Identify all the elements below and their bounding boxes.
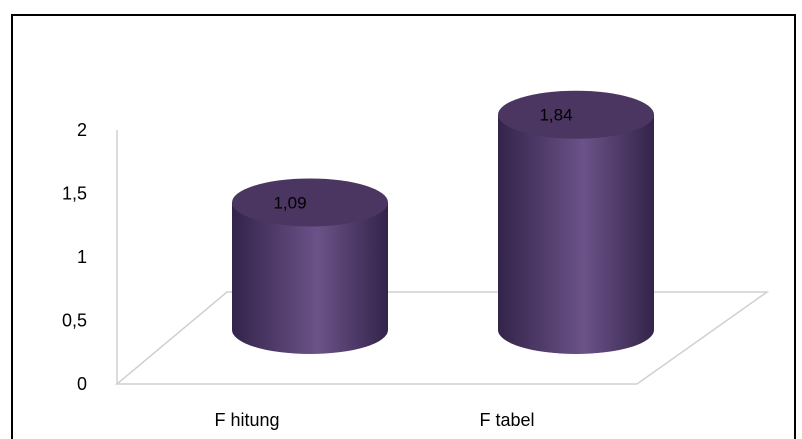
bar-cylinder: 1,84 — [498, 90, 654, 354]
chart-frame — [11, 14, 796, 439]
y-tick-label: 1,5 — [62, 184, 87, 204]
y-tick-label: 1 — [77, 247, 87, 267]
x-category-label: F hitung — [214, 410, 279, 430]
x-category-label: F tabel — [479, 410, 534, 430]
y-tick-label: 2 — [77, 120, 87, 140]
x-axis-labels: F hitung F tabel — [214, 410, 534, 430]
y-tick-label: 0 — [77, 374, 87, 394]
bar-top — [232, 178, 388, 227]
chart-floor — [114, 291, 770, 385]
chart-axes — [114, 130, 770, 385]
data-label: 1,84 — [539, 106, 572, 125]
chart-bars: 1,09 1,84 — [232, 90, 654, 354]
bar-body — [498, 114, 654, 354]
bar-cylinder: 1,09 — [232, 178, 388, 354]
bar-body — [232, 202, 388, 354]
y-tick-label: 0,5 — [62, 311, 87, 331]
bar-top — [498, 90, 654, 139]
y-axis-ticks: 0 0,5 1 1,5 2 — [62, 120, 87, 394]
data-label: 1,09 — [273, 193, 306, 212]
